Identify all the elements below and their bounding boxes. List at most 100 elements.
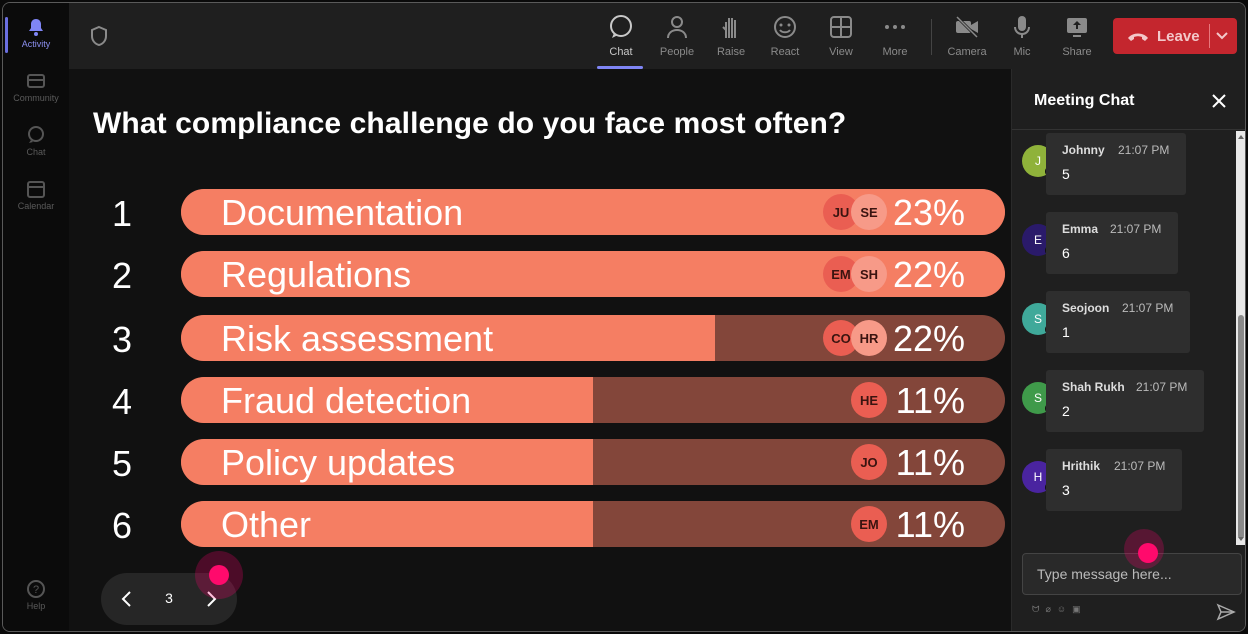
voter-avatar: SH bbox=[851, 256, 887, 292]
option-percent: 11% bbox=[895, 442, 965, 483]
voter-avatars: JO bbox=[851, 444, 887, 480]
shield-icon[interactable] bbox=[89, 25, 109, 47]
attach-icon[interactable]: ⌀ bbox=[1045, 604, 1051, 614]
rail-item-activity[interactable]: Activity bbox=[3, 9, 69, 61]
chevron-right-icon[interactable] bbox=[201, 589, 221, 609]
chat-message[interactable]: Shah Rukh 21:07 PM 2 bbox=[1046, 370, 1204, 432]
chat-message-text: 3 bbox=[1062, 482, 1070, 498]
toolbar-chat-button[interactable]: Chat bbox=[595, 11, 647, 69]
calendar-icon bbox=[27, 181, 45, 198]
emoji-icon[interactable]: ☺ bbox=[1056, 604, 1067, 614]
chevron-left-icon[interactable] bbox=[117, 589, 137, 609]
chat-message-text: 5 bbox=[1062, 166, 1070, 182]
scrollbar-thumb[interactable] bbox=[1238, 315, 1244, 539]
scroll-down-icon[interactable] bbox=[1237, 535, 1245, 543]
rail-item-label: Chat bbox=[26, 147, 46, 157]
chat-message-text: 2 bbox=[1062, 403, 1070, 419]
toolbar-people-button[interactable]: People bbox=[651, 11, 703, 65]
bell-icon bbox=[29, 19, 43, 36]
toolbar-camera-button[interactable]: Camera bbox=[941, 11, 993, 65]
chat-scrollbar[interactable] bbox=[1236, 131, 1245, 545]
voter-avatars: JU SE bbox=[823, 194, 887, 230]
chevron-down-icon[interactable] bbox=[1215, 30, 1229, 42]
toolbar-share-button[interactable]: Share bbox=[1051, 11, 1103, 65]
chat-message[interactable]: Johnny 21:07 PM 5 bbox=[1046, 133, 1186, 195]
cursor-indicator bbox=[195, 551, 243, 599]
chat-message[interactable]: Hrithik 21:07 PM 3 bbox=[1046, 449, 1182, 511]
rail-item-label: Help bbox=[26, 601, 46, 611]
message-input[interactable] bbox=[1023, 554, 1241, 594]
option-number: 3 bbox=[111, 319, 133, 360]
option-number: 5 bbox=[111, 443, 133, 484]
rail-item-chat[interactable]: Chat bbox=[3, 117, 69, 169]
chat-message-time: 21:07 PM bbox=[1114, 459, 1166, 473]
chat-message-time: 21:07 PM bbox=[1118, 143, 1170, 157]
chat-avatar-initial: S bbox=[1033, 312, 1042, 326]
toolbar-mic-button[interactable]: Mic bbox=[996, 11, 1048, 65]
option-label: Other bbox=[221, 504, 312, 545]
option-percent: 23% bbox=[892, 192, 965, 233]
cursor-indicator bbox=[1124, 529, 1164, 569]
option-percent: 22% bbox=[892, 318, 965, 359]
voter-avatar: CO bbox=[823, 320, 859, 356]
format-icon[interactable]: ᗢ bbox=[1032, 604, 1040, 614]
chat-message-name: Emma bbox=[1062, 222, 1099, 236]
chat-message-time: 21:07 PM bbox=[1136, 380, 1188, 394]
option-percent: 11% bbox=[895, 380, 965, 421]
hang-up-icon bbox=[1128, 33, 1148, 41]
toolbar-raise-button[interactable]: Raise bbox=[705, 11, 757, 65]
option-percent: 22% bbox=[892, 254, 965, 295]
chat-avatar-initial: H bbox=[1033, 470, 1043, 484]
toolbar-divider bbox=[931, 19, 932, 55]
community-icon bbox=[27, 74, 45, 88]
chat-message-text: 1 bbox=[1062, 324, 1070, 340]
toolbar-label: Share bbox=[1062, 46, 1092, 58]
raise-hand-icon bbox=[722, 18, 736, 38]
chat-message-name: Hrithik bbox=[1062, 459, 1101, 473]
option-bar: Regulations EM SH 22% bbox=[181, 251, 1005, 297]
gif-icon[interactable]: ▣ bbox=[1072, 604, 1081, 614]
message-input-box[interactable] bbox=[1022, 553, 1242, 595]
camera-off-icon bbox=[955, 15, 979, 39]
chat-message-time: 21:07 PM bbox=[1122, 301, 1174, 315]
voter-avatar: SE bbox=[851, 194, 887, 230]
rail-item-label: Activity bbox=[21, 39, 51, 49]
option-bar-fill bbox=[181, 315, 715, 361]
scroll-up-icon[interactable] bbox=[1237, 133, 1245, 141]
page-navigator: 3 bbox=[101, 573, 237, 625]
voter-avatar: EM bbox=[851, 506, 887, 542]
chat-message[interactable]: Emma 21:07 PM 6 bbox=[1046, 212, 1178, 274]
option-label: Fraud detection bbox=[221, 380, 472, 421]
send-icon[interactable] bbox=[1216, 603, 1236, 621]
grid-icon bbox=[830, 16, 852, 38]
toolbar-react-button[interactable]: React bbox=[759, 11, 811, 65]
option-bar: Other EM 11% bbox=[181, 501, 1005, 547]
option-label: Risk assessment bbox=[221, 318, 494, 359]
option-bar-fill bbox=[181, 377, 593, 423]
poll-question: What compliance challenge do you face mo… bbox=[93, 107, 847, 140]
leave-label: Leave bbox=[1157, 27, 1200, 45]
share-screen-icon bbox=[1067, 18, 1087, 37]
voter-avatar: JO bbox=[851, 444, 887, 480]
toolbar-label: View bbox=[829, 46, 853, 58]
rail-item-help[interactable]: ? Help bbox=[3, 571, 69, 623]
voter-avatars: EM bbox=[851, 506, 887, 542]
close-icon[interactable] bbox=[1210, 92, 1228, 110]
chat-message-name: Shah Rukh bbox=[1062, 380, 1125, 394]
svg-text:?: ? bbox=[33, 584, 39, 596]
rail-item-community[interactable]: Community bbox=[3, 63, 69, 115]
meeting-chat-panel: Meeting Chat J Johnny 21:07 PM 5 E Emma 21:07 … bbox=[1011, 69, 1245, 631]
rail-item-label: Calendar bbox=[17, 201, 55, 211]
leave-button[interactable]: Leave bbox=[1113, 18, 1237, 54]
toolbar-more-button[interactable]: More bbox=[869, 11, 921, 65]
chat-message[interactable]: Seojoon 21:07 PM 1 bbox=[1046, 291, 1190, 353]
microphone-icon bbox=[1014, 16, 1030, 38]
toolbar-view-button[interactable]: View bbox=[815, 11, 867, 65]
toolbar-label: Chat bbox=[609, 46, 633, 58]
chat-message-time: 21:07 PM bbox=[1110, 222, 1162, 236]
meeting-toolbar: Chat People Raise React View More Camera bbox=[69, 3, 1245, 69]
rail-item-calendar[interactable]: Calendar bbox=[3, 171, 69, 223]
voter-avatars: CO HR bbox=[823, 320, 887, 356]
voter-avatar: HR bbox=[851, 320, 887, 356]
